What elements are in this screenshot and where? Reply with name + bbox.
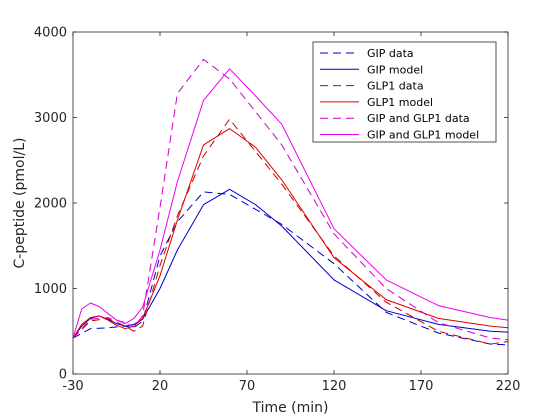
legend-entry-gip-and-glp1-model: GIP and GLP1 model xyxy=(367,129,479,142)
x-tick-label: 70 xyxy=(239,379,256,394)
legend: GIP data GIP model GLP1 data GLP1 model GIP … xyxy=(312,41,497,143)
x-tick-label: -30 xyxy=(62,379,83,394)
legend-entry-gip-data: GIP data xyxy=(367,47,414,60)
y-tick-label: 4000 xyxy=(34,26,67,41)
series-layer xyxy=(72,58,509,346)
x-axis-label: Time (min) xyxy=(251,400,328,416)
ticks-layer: -30 20 70 120 170 220 0 1000 2000 3000 4000 xyxy=(34,26,521,395)
y-tick-label: 1000 xyxy=(34,282,67,297)
legend-entry-gip-model: GIP model xyxy=(367,63,423,76)
legend-entry-glp1-model: GLP1 model xyxy=(367,96,433,109)
x-tick-label: 220 xyxy=(496,379,521,394)
legend-box xyxy=(312,41,497,143)
y-tick-label: 0 xyxy=(59,368,67,383)
y-axis-label: C-peptide (pmol/L) xyxy=(12,138,28,269)
y-tick-label: 3000 xyxy=(34,111,67,126)
x-tick-label: 20 xyxy=(152,379,169,394)
series-line-gip-data xyxy=(72,191,509,346)
series-line-gip-and-glp1-model xyxy=(72,68,509,339)
series-line-glp1-data xyxy=(72,118,509,345)
x-tick-label: 120 xyxy=(322,379,347,394)
legend-entry-gip-and-glp1-data: GIP and GLP1 data xyxy=(367,112,470,125)
series-line-glp1-model xyxy=(72,128,509,339)
legend-entry-glp1-data: GLP1 data xyxy=(367,80,424,93)
x-tick-label: 170 xyxy=(409,379,434,394)
y-tick-label: 2000 xyxy=(34,197,67,212)
